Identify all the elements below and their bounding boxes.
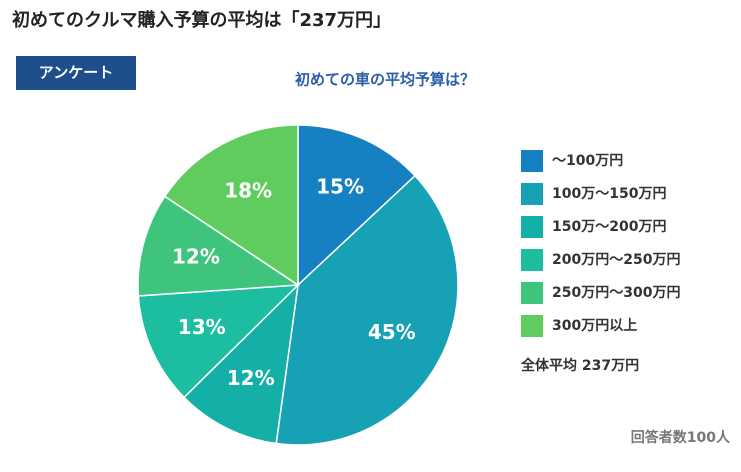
legend-label: 150万〜200万円 [552,219,666,235]
pie-slice [297,124,416,287]
pie-slice [137,195,301,297]
pie-slice [163,124,299,287]
value-label: 15% [316,175,364,199]
pie-slice [137,284,300,399]
value-label: 45% [368,320,416,344]
legend-swatch [521,315,543,337]
legend-label: 300万円以上 [552,318,637,334]
value-label: 12% [227,366,275,390]
legend-label: 250万円〜300万円 [552,285,680,301]
pie-slice [275,174,459,446]
legend-swatch [521,249,543,271]
legend-swatch [521,183,543,205]
page-title: 初めてのクルマ購入予算の平均は「237万円」 [12,9,391,31]
value-label: 12% [172,244,220,268]
legend-label: 200万円〜250万円 [552,252,680,268]
legend-label: 〜100万円 [552,153,623,169]
value-label: 13% [178,315,226,339]
value-label: 18% [224,178,272,202]
legend-swatch [521,282,543,304]
pie-slice [183,282,300,445]
badge: アンケート [39,64,113,82]
legend-swatch [521,150,543,172]
legend-label: 100万〜150万円 [552,186,666,202]
annotation: 全体平均 237万円 [520,357,639,374]
footnote: 回答者数100人 [631,429,731,446]
legend-swatch [521,216,543,238]
badge-bg [16,56,136,90]
chart-title: 初めての車の平均予算は？ [295,71,475,89]
